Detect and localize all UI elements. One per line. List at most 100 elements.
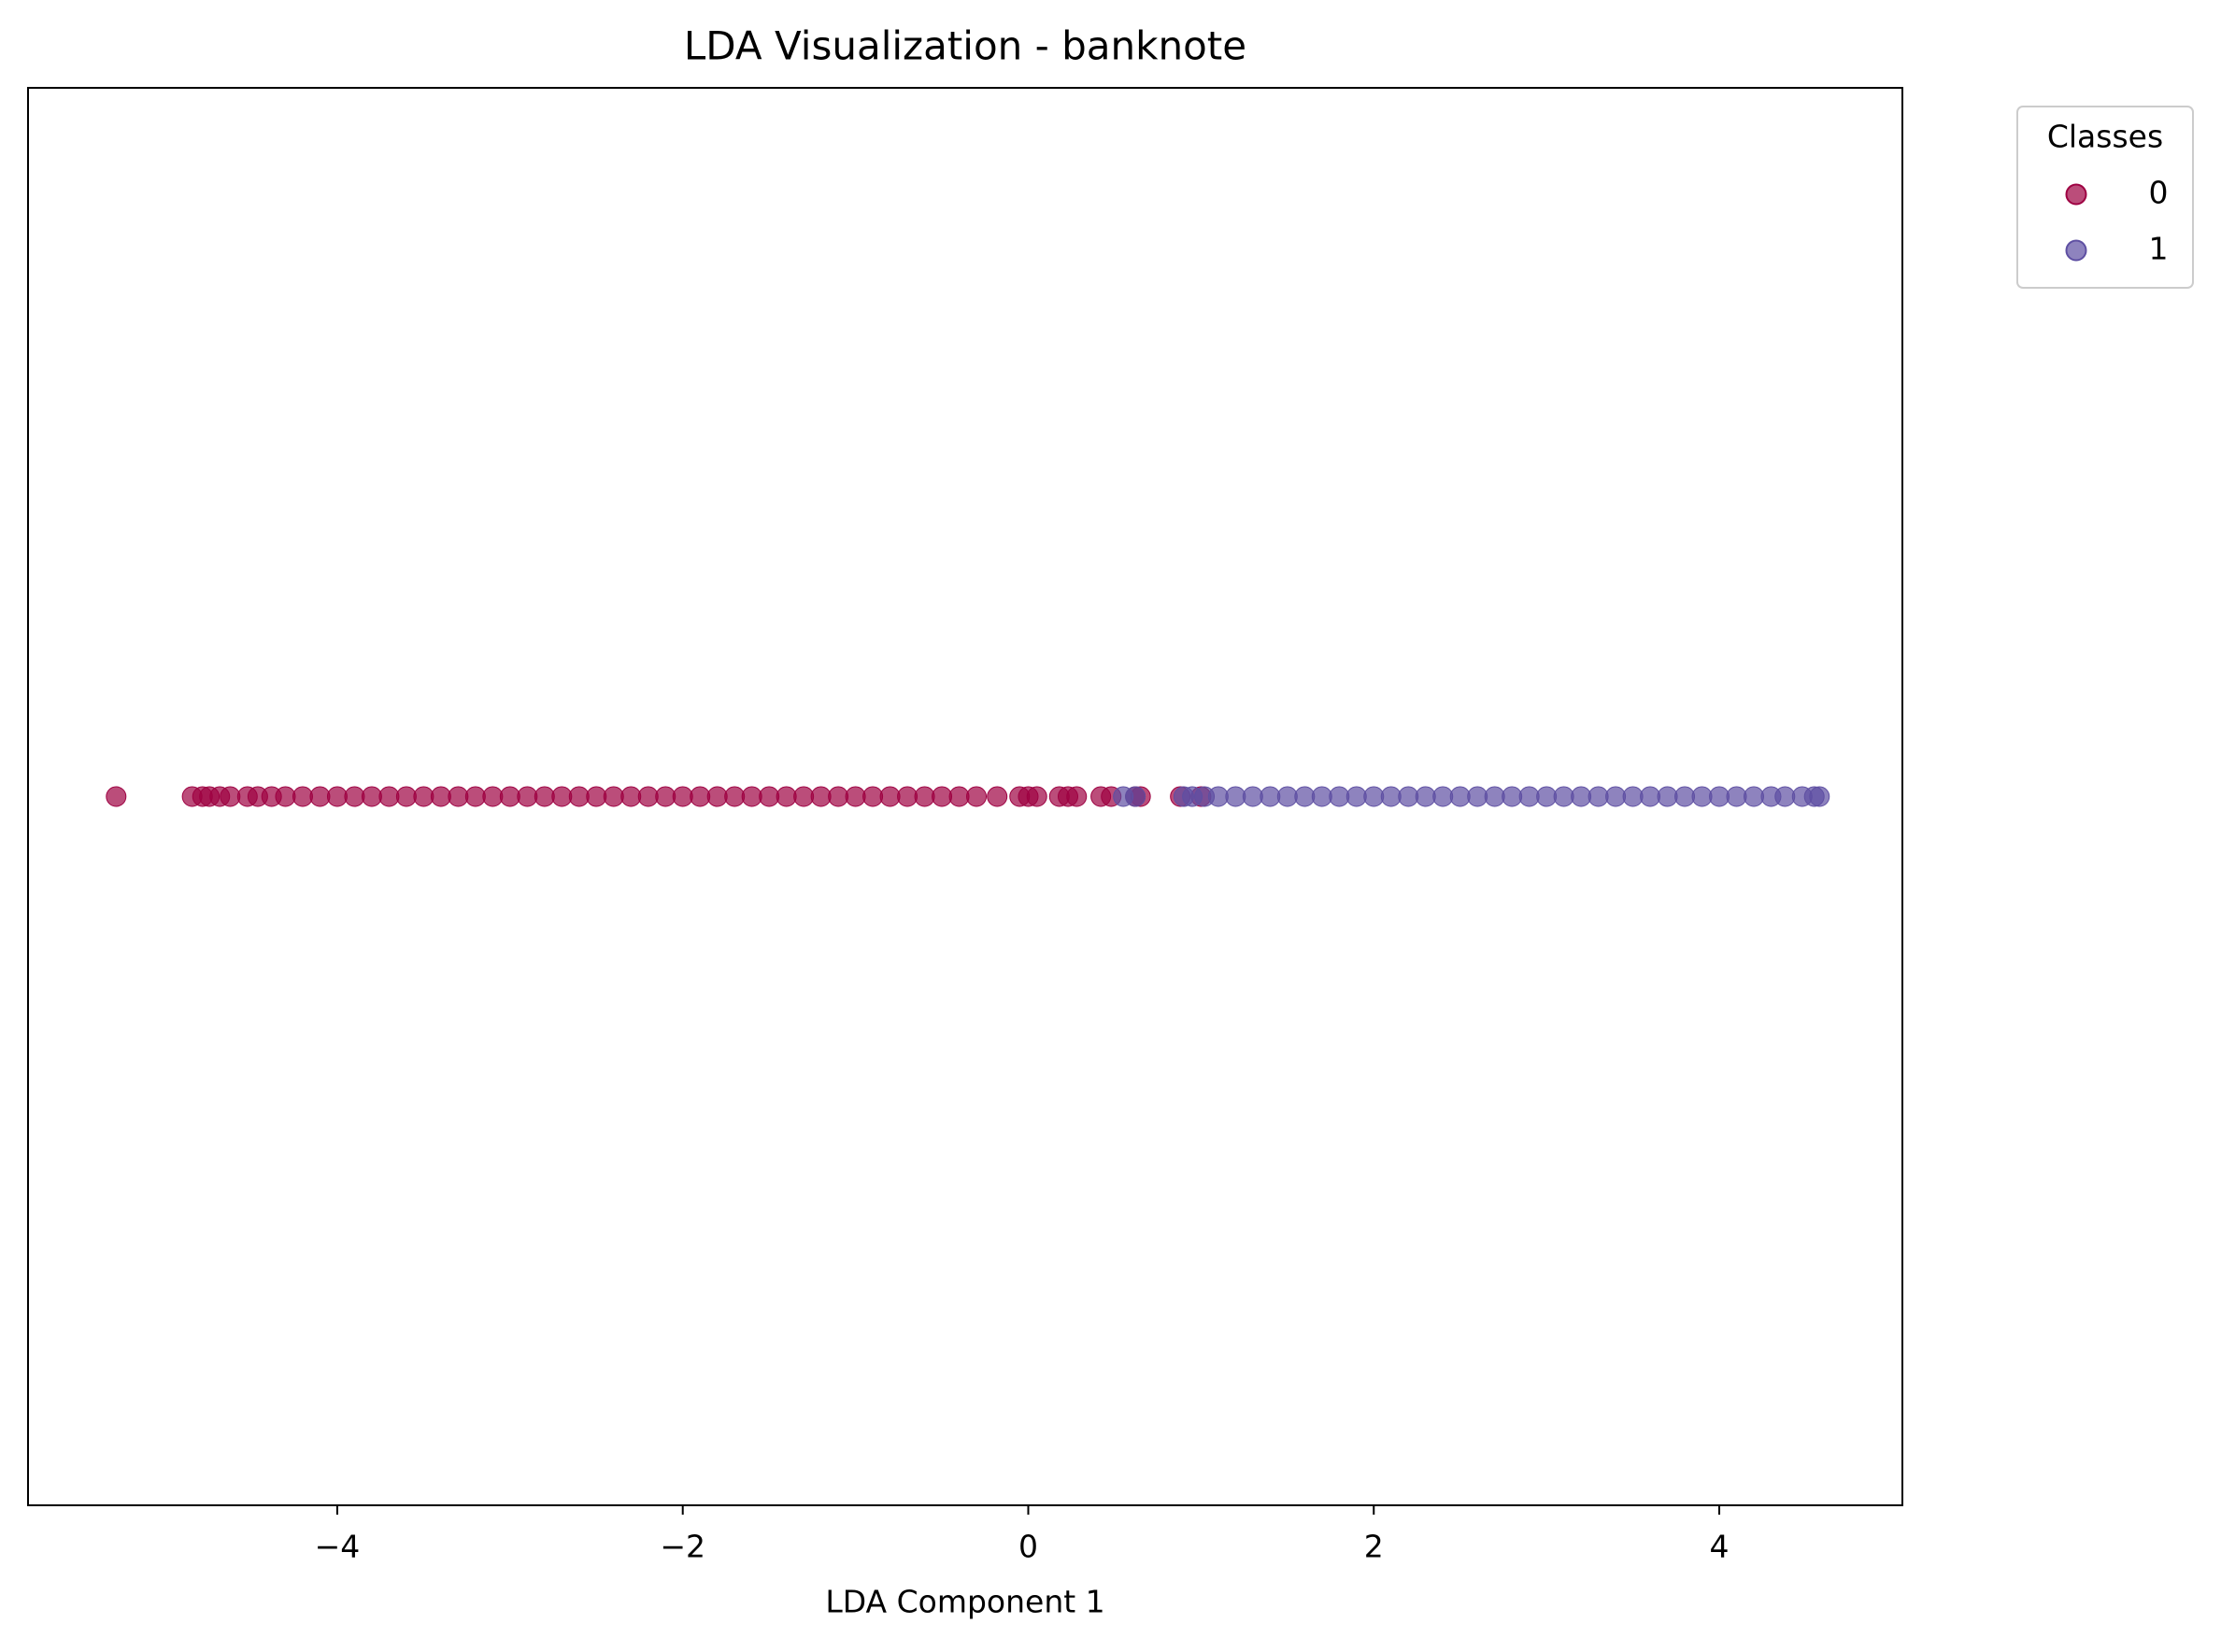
scatter-point — [1066, 786, 1088, 807]
legend: Classes 0 1 — [2016, 106, 2194, 289]
scatter-point — [966, 786, 988, 807]
scatter-point — [706, 786, 728, 807]
scatter-point — [1311, 786, 1332, 807]
scatter-point — [275, 786, 296, 807]
scatter-point — [1809, 786, 1830, 807]
x-tick-label: −4 — [315, 1529, 361, 1565]
scatter-point — [378, 786, 400, 807]
scatter-point — [793, 786, 815, 807]
scatter-point — [1026, 786, 1047, 807]
scatter-point — [464, 786, 486, 807]
scatter-point — [1432, 786, 1454, 807]
scatter-point — [1225, 786, 1246, 807]
scatter-point — [395, 786, 417, 807]
scatter-point — [1345, 786, 1367, 807]
scatter-point — [1484, 786, 1505, 807]
scatter-point — [1329, 786, 1350, 807]
plot-area — [106, 786, 1830, 807]
scatter-point — [932, 786, 953, 807]
scatter-point — [1363, 786, 1385, 807]
scatter-point — [1709, 786, 1730, 807]
scatter-point — [637, 786, 659, 807]
scatter-point — [724, 786, 746, 807]
scatter-point — [448, 786, 469, 807]
scatter-point — [1774, 786, 1796, 807]
scatter-point — [1657, 786, 1678, 807]
scatter-point — [810, 786, 832, 807]
scatter-point — [413, 786, 434, 807]
scatter-point — [1674, 786, 1696, 807]
scatter-point — [620, 786, 642, 807]
scatter-point — [948, 786, 970, 807]
scatter-point — [897, 786, 918, 807]
legend-box — [2016, 106, 2194, 289]
scatter-point — [862, 786, 884, 807]
scatter-point — [499, 786, 520, 807]
scatter-point — [568, 786, 590, 807]
scatter-point — [1587, 786, 1609, 807]
scatter-point — [1415, 786, 1436, 807]
scatter-point — [828, 786, 849, 807]
scatter-point — [1276, 786, 1298, 807]
scatter-point — [776, 786, 797, 807]
scatter-point — [1294, 786, 1316, 807]
scatter-point — [1207, 786, 1229, 807]
scatter-point — [1691, 786, 1713, 807]
axes-frame — [27, 87, 1903, 1506]
scatter-point — [1398, 786, 1419, 807]
scatter-point — [1125, 786, 1146, 807]
scatter-point — [517, 786, 538, 807]
legend-marker — [2065, 239, 2087, 262]
scatter-point — [1449, 786, 1471, 807]
scatter-point — [1553, 786, 1574, 807]
scatter-point — [1571, 786, 1592, 807]
scatter-point — [845, 786, 866, 807]
scatter-point — [655, 786, 676, 807]
scatter-point — [586, 786, 607, 807]
x-axis-label: LDA Component 1 — [825, 1584, 1104, 1620]
scatter-point — [430, 786, 451, 807]
x-tick-label: −2 — [660, 1529, 705, 1565]
scatter-point — [292, 786, 313, 807]
scatter-point — [759, 786, 780, 807]
scatter-point — [1502, 786, 1523, 807]
scatter-point — [1536, 786, 1558, 807]
chart-title: LDA Visualization - banknote — [684, 23, 1246, 69]
scatter-point — [1242, 786, 1263, 807]
scatter-point — [987, 786, 1008, 807]
scatter-point — [690, 786, 711, 807]
x-tick-label: 2 — [1364, 1529, 1384, 1565]
scatter-point — [106, 786, 127, 807]
scatter-point — [482, 786, 504, 807]
scatter-point — [603, 786, 624, 807]
scatter-point — [914, 786, 935, 807]
scatter-point — [1640, 786, 1661, 807]
scatter-point — [551, 786, 573, 807]
scatter-point — [309, 786, 331, 807]
scatter-point — [220, 786, 241, 807]
scatter-point — [741, 786, 762, 807]
scatter-point — [1743, 786, 1764, 807]
x-tick-label: 0 — [1018, 1529, 1038, 1565]
legend-label: 0 — [2149, 175, 2169, 211]
legend-title: Classes — [2047, 119, 2163, 155]
scatter-point — [1518, 786, 1540, 807]
scatter-point — [326, 786, 348, 807]
scatter-point — [1467, 786, 1488, 807]
scatter-point — [1622, 786, 1644, 807]
scatter-point — [1380, 786, 1402, 807]
scatter-point — [1260, 786, 1281, 807]
scatter-point — [361, 786, 382, 807]
scatter-point — [534, 786, 555, 807]
scatter-point — [1726, 786, 1747, 807]
scatter-point — [344, 786, 365, 807]
x-tick-label: 4 — [1710, 1529, 1730, 1565]
scatter-point — [672, 786, 693, 807]
scatter-point — [1605, 786, 1627, 807]
legend-label: 1 — [2149, 231, 2169, 267]
legend-marker — [2065, 183, 2087, 206]
scatter-point — [879, 786, 901, 807]
